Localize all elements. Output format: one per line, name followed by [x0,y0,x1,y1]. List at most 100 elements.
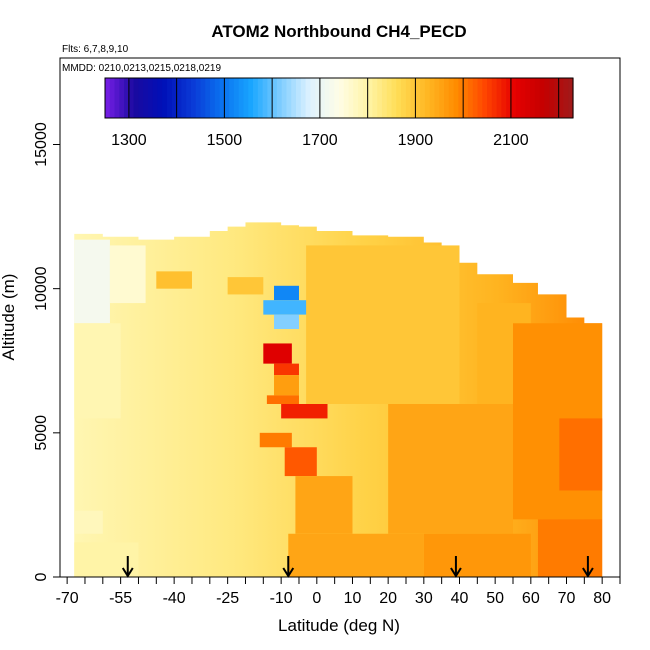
colorbar-step [353,78,359,118]
heatmap-cell [559,418,603,491]
heatmap-cell [388,404,513,534]
colorbar-step [267,78,273,118]
profile-marker-arrow [282,556,295,578]
colorbar-step [253,78,259,118]
colorbar-step [248,78,254,118]
x-tick-label: -40 [163,590,186,607]
x-tick-label: -55 [109,590,132,607]
colorbar-step [229,78,235,118]
colorbar-step [343,78,350,118]
colorbar-step [381,78,388,118]
heatmap-cell [274,375,299,396]
x-tick-label: 40 [451,590,469,607]
colorbar-step [444,78,450,118]
colorbar-step [525,78,531,118]
colorbar-step [291,78,297,118]
colorbar-step [396,78,402,118]
colorbar-step [300,78,307,118]
heatmap-cell [109,245,146,304]
colorbar-step [324,78,331,118]
x-tick-label: 20 [379,590,397,607]
colorbar-step [453,78,459,118]
flights-label: Flts: 6,7,8,9,10 [62,44,129,55]
x-tick-label: 30 [415,590,433,607]
colorbar-step [238,78,245,118]
colorbar-step [195,78,202,118]
colorbar-step [391,78,397,118]
y-tick-label: 0 [33,572,50,581]
x-tick-label: 10 [344,590,362,607]
heatmap-cell [259,432,292,448]
heatmap-cell [74,542,139,577]
profile-marker-arrow [582,556,594,578]
x-tick-label: 70 [558,590,576,607]
colorbar-step [463,78,469,118]
colorbar-step [200,78,206,118]
colorbar-step [224,78,230,118]
colorbar-step [367,78,374,118]
colorbar-step [190,78,197,118]
heatmap-cells [74,239,603,577]
colorbar-step [487,78,493,118]
heatmap-cell [284,447,317,477]
colorbar-step [296,78,302,118]
x-axis-label: Latitude (deg N) [278,616,400,635]
colorbar-step [276,78,283,118]
colorbar-step [329,78,335,118]
colorbar-step [305,78,311,118]
heatmap-cell [281,404,328,419]
profile-marker-arrow [121,556,134,578]
colorbar-frame [104,77,574,119]
colorbar-step [558,78,565,118]
colorbar-step [176,78,183,118]
colorbar-step [262,78,268,118]
colorbar-step [386,78,393,118]
colorbar-step [181,78,187,118]
colorbar-step [482,78,488,118]
colorbar-step [506,78,512,118]
colorbar-step [415,78,421,118]
heatmap-cell [156,271,192,289]
colorbar-step [219,78,225,118]
colorbar-step [147,78,154,118]
colorbar-step [348,78,354,118]
colorbar-step [128,78,135,118]
colorbar-step [563,78,569,118]
x-tick-label: 0 [312,590,321,607]
y-tick-label: 10000 [33,266,50,311]
colorbar-step [319,78,326,118]
colorbar-step [315,78,321,118]
heatmap-cell [263,300,310,315]
heatmap-cell [274,285,299,301]
heatmap-cell [266,395,299,404]
heatmap-cell [423,533,531,577]
profile-markers [121,556,594,578]
colorbar-step [152,78,159,118]
chart-title: ATOM2 Northbound CH4_PECD [211,22,466,41]
heatmap-cell [306,245,460,404]
colorbar-step [157,78,163,118]
colorbar-step [109,78,116,118]
colorbar-step [372,78,378,118]
heatmap-cell [74,323,121,419]
colorbar-step [358,78,364,118]
colorbar-step [233,78,240,118]
colorbar-label: 1300 [111,132,147,149]
colorbar-step [410,78,417,118]
colorbar-step [520,78,526,118]
colorbar-step [362,78,369,118]
colorbar-step [477,78,483,118]
y-axis: 0 5000 10000 15000 [33,122,60,581]
colorbar-step [472,78,479,118]
colorbar-step [539,78,545,118]
colorbar-step [339,78,345,118]
colorbar-step [281,78,288,118]
colorbar-step [334,78,340,118]
x-axis: -70 -55 -40 -25 -10 0 10 20 30 40 50 60 70 80 [56,577,621,607]
x-tick-label: 80 [593,590,611,607]
dates-label: MMDD: 0210,0213,0215,0218,0219 [62,63,221,74]
colorbar-step [377,78,383,118]
y-axis-label: Altitude (m) [0,274,18,361]
colorbar-step [439,78,445,118]
colorbar-step [119,78,125,118]
